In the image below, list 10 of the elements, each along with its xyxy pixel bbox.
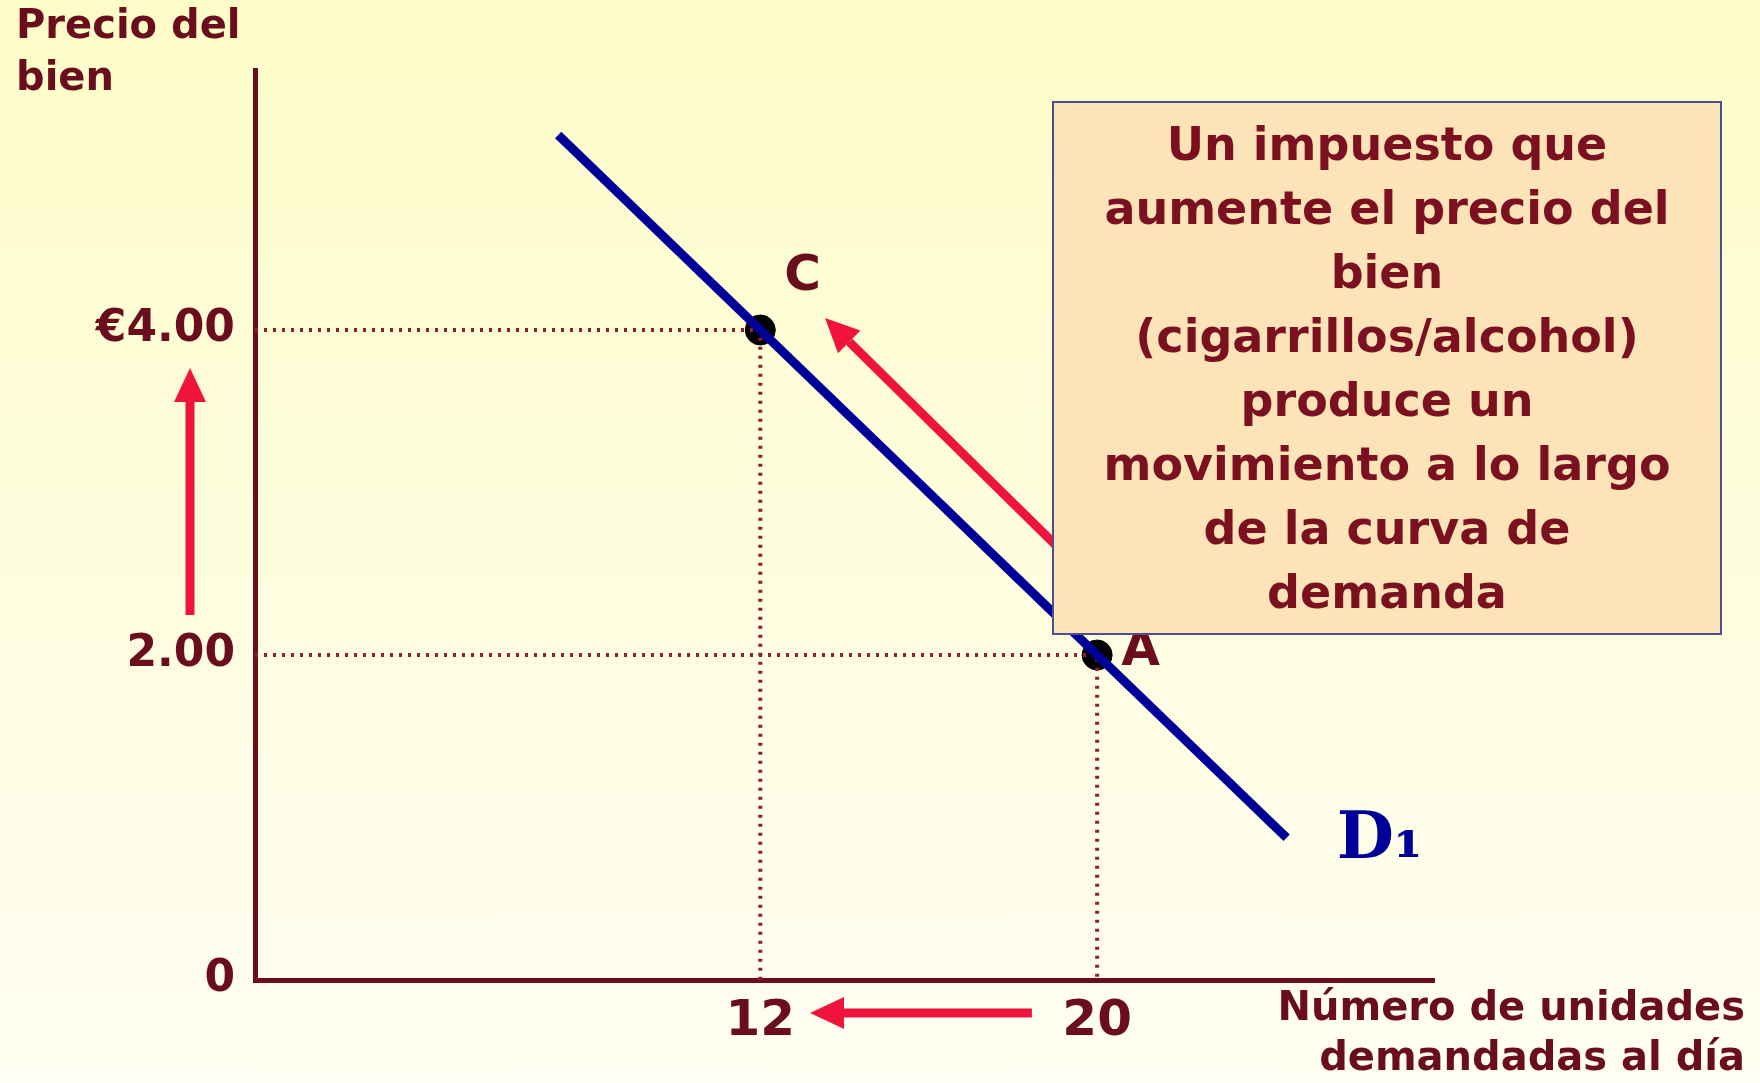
y-tick-label: 2.00 [126,625,235,677]
annotation: Un impuesto que aumente el precio del bien (cigarrillos/alcohol) produce un movimiento a lo largo de la curva de demanda [1103,117,1671,619]
x-axis-title: Número de unidades demandadas al día [1277,983,1745,1080]
series-label: D₁ [1336,795,1423,874]
y-tick-label: €4.00 [94,300,235,352]
x-tick-label: 20 [1062,988,1132,1047]
y-axis-title: Precio del bien [16,1,241,100]
annotation: C [784,244,821,302]
y-tick-label: 0 [204,950,235,1002]
x-tick-label: 12 [725,988,796,1047]
